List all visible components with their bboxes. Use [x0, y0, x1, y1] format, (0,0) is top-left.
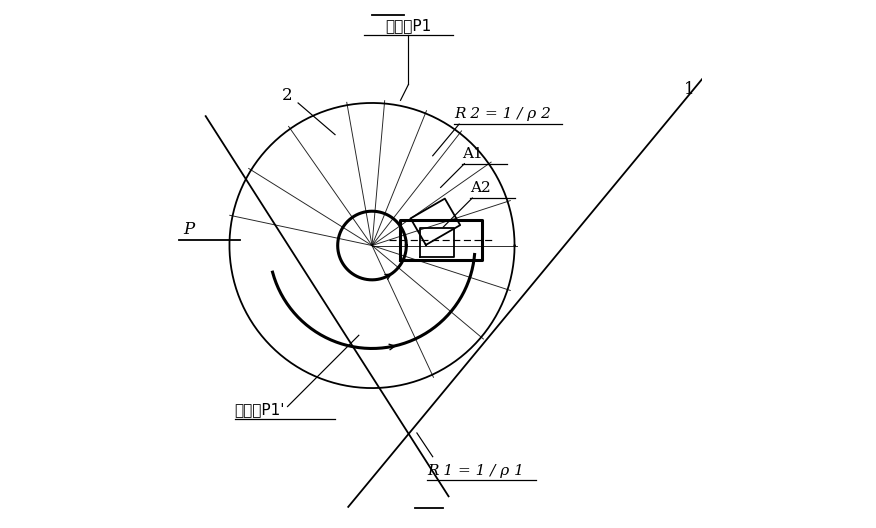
Text: 交叉点P1': 交叉点P1'	[235, 402, 286, 417]
Text: 交叉点P1: 交叉点P1	[385, 18, 432, 33]
Text: A1: A1	[462, 147, 483, 161]
Text: P: P	[183, 221, 194, 238]
Text: 2: 2	[282, 87, 293, 103]
Text: 1: 1	[683, 81, 694, 98]
Text: R 2 = 1 / ρ 2: R 2 = 1 / ρ 2	[454, 107, 551, 121]
Text: R 1 = 1 / ρ 1: R 1 = 1 / ρ 1	[427, 464, 525, 478]
Text: A2: A2	[470, 181, 491, 195]
